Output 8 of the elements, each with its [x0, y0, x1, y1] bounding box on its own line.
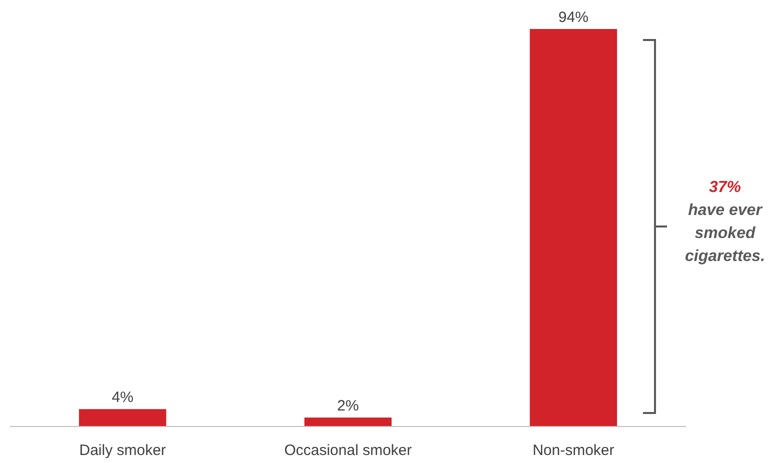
data-label: 4% — [112, 389, 134, 406]
text: 37% — [708, 179, 742, 196]
data-label: 2% — [337, 398, 359, 415]
x-tick-label: Daily smoker — [79, 442, 166, 459]
x-tick-label: Occasional smoker — [284, 442, 412, 459]
annotation: have ever smoked cigarettes. — [684, 202, 766, 265]
data-label: 94% — [558, 9, 588, 26]
x-tick-label: Non-smoker — [532, 442, 614, 459]
